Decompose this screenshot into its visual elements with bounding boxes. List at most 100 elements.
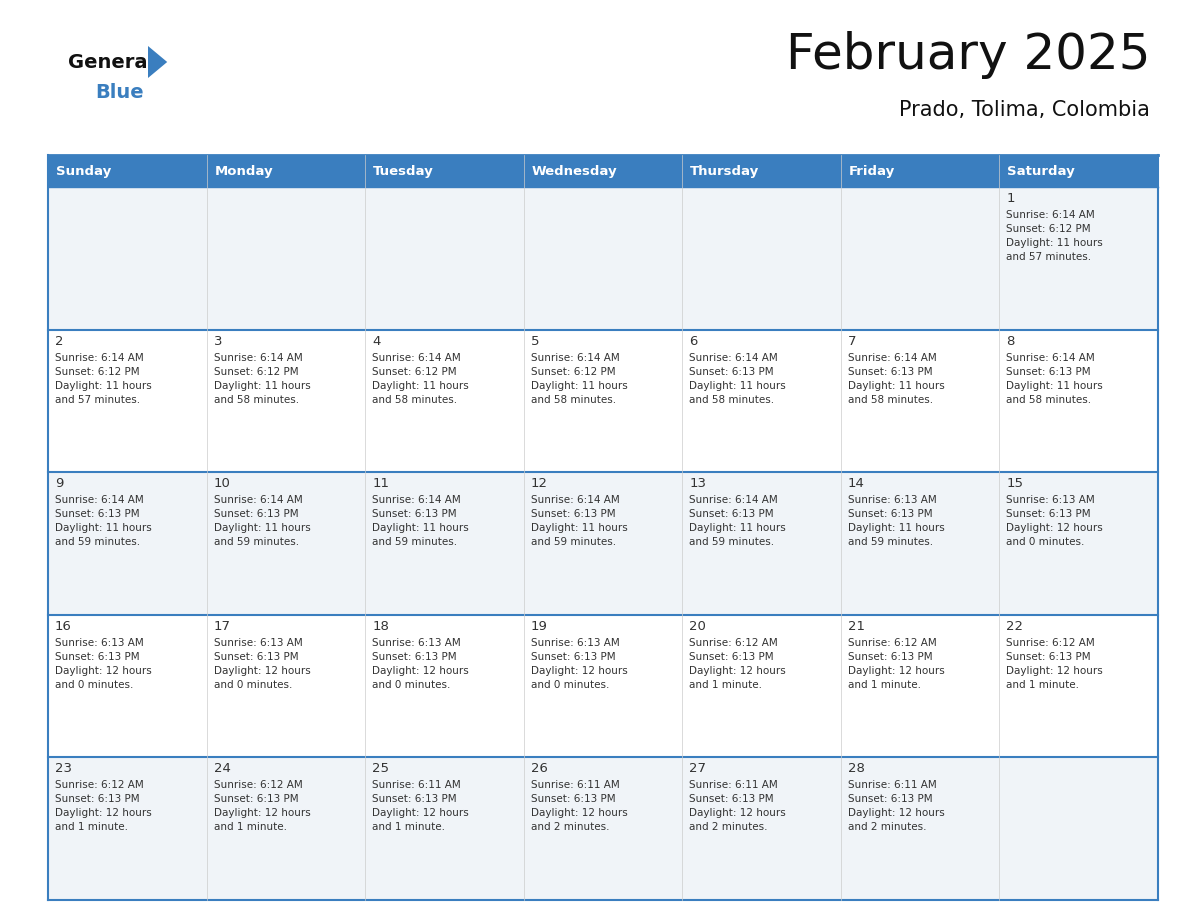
Text: Daylight: 12 hours: Daylight: 12 hours [531,666,627,676]
Text: Daylight: 11 hours: Daylight: 11 hours [1006,381,1104,390]
Text: Sunrise: 6:12 AM: Sunrise: 6:12 AM [1006,638,1095,648]
Text: and 0 minutes.: and 0 minutes. [214,680,292,689]
Text: Sunrise: 6:12 AM: Sunrise: 6:12 AM [689,638,778,648]
Text: Prado, Tolima, Colombia: Prado, Tolima, Colombia [899,100,1150,120]
Text: Daylight: 12 hours: Daylight: 12 hours [55,666,152,676]
Bar [207,330,365,472]
Text: Sunrise: 6:13 AM: Sunrise: 6:13 AM [214,638,302,648]
Bar [207,472,365,615]
Bar [682,330,841,472]
Bar [841,155,999,187]
Bar [48,472,207,615]
Text: Daylight: 12 hours: Daylight: 12 hours [689,809,786,819]
Text: 2: 2 [55,334,63,348]
Text: Sunset: 6:12 PM: Sunset: 6:12 PM [1006,224,1091,234]
Text: Saturday: Saturday [1007,164,1075,177]
Text: Sunrise: 6:14 AM: Sunrise: 6:14 AM [848,353,936,363]
Text: 19: 19 [531,620,548,633]
Bar [207,155,365,187]
Text: Sunrise: 6:13 AM: Sunrise: 6:13 AM [55,638,144,648]
Text: Sunrise: 6:14 AM: Sunrise: 6:14 AM [214,353,302,363]
Text: Sunset: 6:13 PM: Sunset: 6:13 PM [214,652,298,662]
Text: and 2 minutes.: and 2 minutes. [689,823,767,833]
Polygon shape [148,46,168,78]
Text: 22: 22 [1006,620,1023,633]
Text: Sunrise: 6:11 AM: Sunrise: 6:11 AM [372,780,461,790]
Text: Sunday: Sunday [56,164,112,177]
Text: Daylight: 11 hours: Daylight: 11 hours [55,381,152,390]
Text: and 58 minutes.: and 58 minutes. [531,395,615,405]
Text: and 58 minutes.: and 58 minutes. [214,395,298,405]
Text: Daylight: 12 hours: Daylight: 12 hours [372,666,469,676]
Text: and 58 minutes.: and 58 minutes. [372,395,457,405]
Text: Daylight: 11 hours: Daylight: 11 hours [848,381,944,390]
Text: and 58 minutes.: and 58 minutes. [848,395,933,405]
Text: Sunset: 6:12 PM: Sunset: 6:12 PM [372,366,456,376]
Text: Sunset: 6:13 PM: Sunset: 6:13 PM [689,652,773,662]
Text: Daylight: 12 hours: Daylight: 12 hours [214,809,310,819]
Bar [365,615,524,757]
Text: Daylight: 11 hours: Daylight: 11 hours [1006,238,1104,248]
Bar [207,615,365,757]
Bar [682,187,841,330]
Bar [999,187,1158,330]
Text: Sunset: 6:13 PM: Sunset: 6:13 PM [531,652,615,662]
Text: Sunset: 6:12 PM: Sunset: 6:12 PM [214,366,298,376]
Bar [999,155,1158,187]
Text: Sunset: 6:13 PM: Sunset: 6:13 PM [55,794,140,804]
Bar [682,757,841,900]
Text: 21: 21 [848,620,865,633]
Text: 18: 18 [372,620,388,633]
Text: Sunrise: 6:14 AM: Sunrise: 6:14 AM [531,353,619,363]
Text: Sunrise: 6:14 AM: Sunrise: 6:14 AM [531,495,619,505]
Text: General: General [68,52,154,72]
Text: 4: 4 [372,334,380,348]
Bar [841,472,999,615]
Text: and 0 minutes.: and 0 minutes. [531,680,609,689]
Text: 28: 28 [848,763,865,776]
Text: Sunrise: 6:14 AM: Sunrise: 6:14 AM [372,353,461,363]
Text: Sunset: 6:13 PM: Sunset: 6:13 PM [531,509,615,520]
Text: 26: 26 [531,763,548,776]
Text: Sunset: 6:13 PM: Sunset: 6:13 PM [848,509,933,520]
Text: Daylight: 12 hours: Daylight: 12 hours [1006,523,1104,533]
Bar [841,615,999,757]
Text: and 58 minutes.: and 58 minutes. [1006,395,1092,405]
Text: Sunset: 6:13 PM: Sunset: 6:13 PM [372,794,456,804]
Text: Sunset: 6:13 PM: Sunset: 6:13 PM [848,652,933,662]
Bar [682,155,841,187]
Text: Sunrise: 6:14 AM: Sunrise: 6:14 AM [689,353,778,363]
Text: and 57 minutes.: and 57 minutes. [55,395,140,405]
Text: Sunset: 6:13 PM: Sunset: 6:13 PM [1006,652,1091,662]
Bar [841,330,999,472]
Bar [524,187,682,330]
Text: and 0 minutes.: and 0 minutes. [372,680,450,689]
Bar [841,757,999,900]
Text: 27: 27 [689,763,707,776]
Bar [524,757,682,900]
Text: and 59 minutes.: and 59 minutes. [55,537,140,547]
Text: and 1 minute.: and 1 minute. [55,823,128,833]
Text: Daylight: 12 hours: Daylight: 12 hours [372,809,469,819]
Bar [365,757,524,900]
Text: 14: 14 [848,477,865,490]
Text: 20: 20 [689,620,706,633]
Text: Sunrise: 6:13 AM: Sunrise: 6:13 AM [531,638,619,648]
Text: and 59 minutes.: and 59 minutes. [372,537,457,547]
Bar [999,615,1158,757]
Text: 25: 25 [372,763,390,776]
Text: and 0 minutes.: and 0 minutes. [1006,537,1085,547]
Text: Sunrise: 6:14 AM: Sunrise: 6:14 AM [372,495,461,505]
Text: Daylight: 11 hours: Daylight: 11 hours [531,381,627,390]
Text: Sunset: 6:13 PM: Sunset: 6:13 PM [1006,509,1091,520]
Text: Daylight: 11 hours: Daylight: 11 hours [214,381,310,390]
Text: Sunset: 6:13 PM: Sunset: 6:13 PM [1006,366,1091,376]
Bar [48,187,207,330]
Text: Sunset: 6:13 PM: Sunset: 6:13 PM [214,509,298,520]
Bar [365,472,524,615]
Text: Sunrise: 6:13 AM: Sunrise: 6:13 AM [372,638,461,648]
Text: Sunrise: 6:13 AM: Sunrise: 6:13 AM [848,495,936,505]
Text: Sunset: 6:13 PM: Sunset: 6:13 PM [372,652,456,662]
Text: February 2025: February 2025 [785,31,1150,79]
Text: and 1 minute.: and 1 minute. [214,823,286,833]
